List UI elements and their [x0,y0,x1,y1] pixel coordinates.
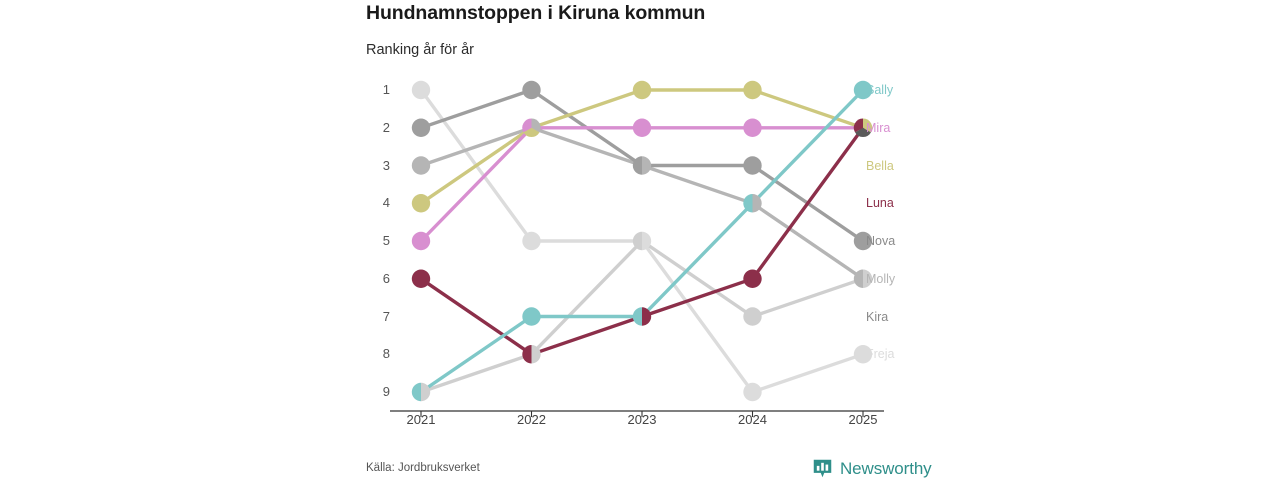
data-point-marker [853,345,873,364]
data-point-marker [411,80,431,100]
x-axis-tick-label: 2025 [848,412,878,427]
data-point-marker [853,231,873,251]
series-label-luna: Luna [866,196,894,211]
data-point-marker [632,307,642,326]
data-point-marker [632,80,652,100]
x-axis-tick-label: 2022 [517,412,546,427]
data-point-marker [522,345,532,364]
data-point-marker [522,231,541,251]
data-point-marker [863,118,873,133]
data-point-marker [531,345,541,364]
series-label-freja: Freja [866,347,895,362]
data-point-marker [743,156,762,175]
data-point-marker [863,269,873,288]
series-label-nova: Nova [866,234,896,248]
series-label-sally: Sally [866,83,894,97]
series-bella [419,88,865,205]
data-point-marker [632,118,652,137]
page-title: Hundnamnstoppen i Kiruna kommun [366,2,706,24]
data-point-marker [522,307,541,326]
y-axis-tick-label: 4 [382,195,390,211]
series-molly [419,126,865,281]
data-point-marker [411,231,431,251]
chart-subtitle: Ranking år för år [366,42,474,58]
data-point-marker [523,127,540,137]
newsworthy-logo: Newsworthy [812,458,932,479]
y-axis-tick-label: 1 [382,82,390,97]
series-label-mira: Mira [866,120,891,135]
series-label-molly: Molly [866,271,896,286]
x-axis-tick-label: 2023 [627,412,657,427]
data-point-marker [411,194,431,213]
data-point-marker [642,231,652,251]
data-point-marker [632,231,642,251]
data-point-marker [743,194,753,213]
data-point-marker [853,80,873,100]
bar-chart-icon [813,459,832,478]
data-point-marker [853,269,863,288]
data-point-marker [752,194,762,213]
data-point-marker [642,307,652,326]
data-point-marker [743,118,762,137]
data-point-marker [855,127,871,137]
series-line [419,126,865,243]
y-axis-tick-label: 6 [382,270,390,286]
data-point-marker [411,118,431,137]
x-axis-tick-label: 2024 [738,412,767,427]
y-axis-tick-label: 9 [382,384,390,399]
source-note: Källa: Jordbruksverket [366,462,480,474]
data-point-marker [743,307,762,326]
series-label-kira: Kira [866,309,889,324]
data-point-marker [743,269,762,288]
data-point-marker [531,118,541,133]
data-point-marker [632,156,642,175]
x-axis-tick-label: 2021 [406,412,436,427]
y-axis-tick-label: 8 [382,346,390,362]
series-mira [419,126,865,243]
data-point-marker [421,382,431,402]
axis-layer [390,410,884,417]
series-line [419,126,865,281]
data-point-marker [743,382,762,402]
y-axis-tick-label: 2 [382,119,390,135]
y-axis-tick-label: 5 [382,233,390,248]
y-axis-tick-label: 7 [382,308,390,324]
data-point-marker [411,156,431,175]
marker-layer [411,80,873,402]
data-point-marker [522,118,532,133]
y-axis-tick-label: 3 [382,157,390,173]
data-point-marker [743,80,762,100]
data-point-marker [642,156,652,175]
data-point-marker [522,80,541,100]
data-point-marker [853,118,863,133]
data-point-marker [411,382,421,402]
brand-name: Newsworthy [840,458,932,478]
series-line [419,88,865,205]
data-point-marker [411,269,431,288]
series-label-bella: Bella [866,158,894,173]
